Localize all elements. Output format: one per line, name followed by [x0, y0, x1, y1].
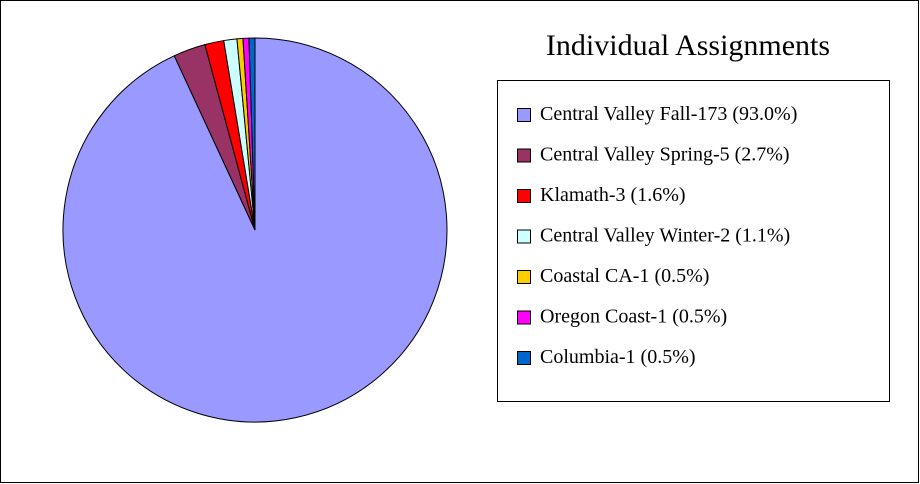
chart-title: Individual Assignments [546, 29, 830, 62]
legend-value: (93.0%) [732, 103, 797, 125]
pie-slice [248, 37, 256, 231]
legend-label: Columbia-1 (0.5%) [540, 346, 696, 368]
legend-label: Coastal CA-1 (0.5%) [540, 265, 709, 287]
legend-label: Central Valley Fall-173 (93.0%) [540, 103, 797, 125]
legend-value: (1.1%) [735, 224, 790, 246]
legend-category: Oregon Coast-1 [540, 305, 667, 327]
legend-category: Central Valley Spring-5 [540, 143, 730, 165]
legend-swatch [517, 229, 531, 244]
legend-value: (0.5%) [654, 265, 709, 287]
legend-label: Oregon Coast-1 (0.5%) [540, 305, 727, 327]
legend-label: Central Valley Winter-2 (1.1%) [540, 224, 790, 246]
legend-category: Central Valley Fall-173 [540, 103, 727, 125]
legend-label: Central Valley Spring-5 (2.7%) [540, 143, 790, 165]
legend-value: (0.5%) [641, 346, 696, 368]
legend-category: Klamath-3 [540, 184, 626, 206]
legend-label: Klamath-3 (1.6%) [540, 184, 686, 206]
legend-swatch [517, 189, 531, 203]
legend-swatch [517, 270, 531, 284]
legend-swatch [517, 310, 531, 325]
legend-category: Coastal CA-1 [540, 265, 649, 287]
legend-category: Central Valley Winter-2 [540, 224, 730, 246]
legend-swatch [517, 351, 531, 365]
legend-value: (1.6%) [631, 184, 686, 206]
legend-box [497, 80, 890, 402]
legend-value: (0.5%) [672, 305, 727, 327]
legend-category: Columbia-1 [540, 346, 636, 368]
legend-swatch [517, 148, 531, 163]
legend-swatch [517, 108, 531, 122]
legend-value: (2.7%) [735, 143, 790, 165]
